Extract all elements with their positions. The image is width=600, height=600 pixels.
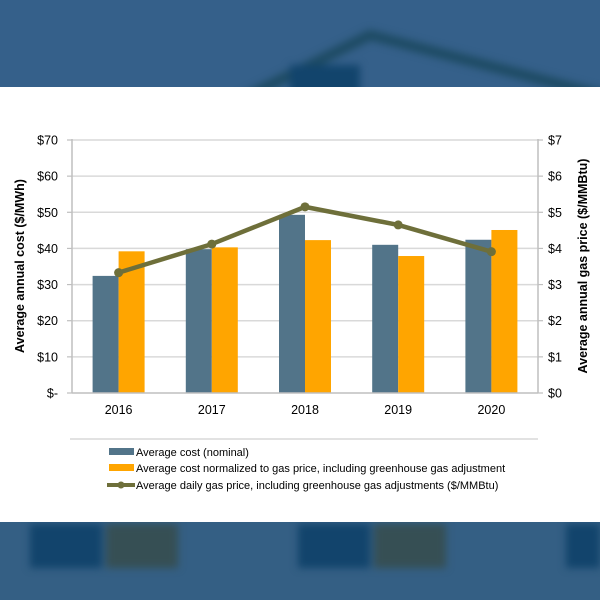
left-tick-label: $10 (37, 350, 58, 364)
bar-nominal (465, 239, 492, 393)
bar-normalized (211, 247, 238, 393)
left-tick-label: $60 (37, 170, 58, 184)
gas-price-point (114, 268, 124, 278)
axes (71, 139, 539, 394)
bar-nominal (92, 275, 119, 393)
gas-price-line (114, 202, 496, 278)
bar-nominal (372, 244, 399, 393)
right-tick-label: $3 (548, 278, 562, 292)
left-tick-label: $70 (37, 134, 58, 148)
right-tick-label: $0 (548, 387, 562, 401)
right-tick-label: $5 (548, 206, 562, 220)
blurred-background-top (0, 0, 600, 87)
bar-normalized (491, 229, 518, 393)
gas-price-point (393, 220, 403, 230)
bar-nominal (279, 214, 305, 393)
x-tick-label: 2019 (384, 403, 412, 417)
x-tick-label: 2017 (198, 403, 226, 417)
legend-swatch-gas-marker (117, 481, 125, 489)
left-axis-label: Average annual cost ($/MWh) (13, 179, 27, 353)
gas-price-point (300, 202, 310, 212)
right-tick-label: $6 (548, 170, 562, 184)
x-tick-label: 2018 (291, 403, 319, 417)
left-tick-label: $50 (37, 206, 58, 220)
legend: Average cost (nominal) Average cost norm… (107, 447, 505, 492)
legend-label-normalized: Average cost normalized to gas price, in… (136, 463, 505, 475)
legend-label-gas-price: Average daily gas price, including green… (136, 480, 498, 492)
bars (92, 214, 518, 393)
roof-shape (254, 29, 590, 87)
legend-item-gas-price: Average daily gas price, including green… (107, 480, 498, 492)
bar-normalized (118, 251, 145, 393)
right-tick-label: $7 (548, 134, 562, 148)
window-shapes (30, 524, 600, 568)
left-tick-label: $30 (37, 278, 58, 292)
right-axis-label: Average annual gas price ($/MMBtu) (576, 159, 590, 374)
gas-price-point (486, 247, 496, 257)
legend-item-nominal: Average cost (nominal) (109, 447, 249, 459)
legend-label-nominal: Average cost (nominal) (136, 447, 249, 459)
left-axis-ticks: $- $10 $20 $30 $40 $50 $60 $70 (37, 134, 58, 401)
bar-normalized (398, 256, 425, 393)
left-tick-label: $- (47, 387, 58, 401)
left-tick-label: $40 (37, 242, 58, 256)
x-tick-label: 2020 (477, 403, 505, 417)
bar-nominal (185, 249, 212, 393)
right-tick-label: $2 (548, 314, 562, 328)
legend-item-normalized: Average cost normalized to gas price, in… (109, 463, 505, 475)
x-axis-ticks: 2016 2017 2018 2019 2020 (105, 403, 506, 417)
gas-price-point (207, 239, 217, 249)
legend-swatch-nominal (109, 448, 134, 455)
right-tick-label: $1 (548, 350, 562, 364)
x-tick-label: 2016 (105, 403, 133, 417)
blurred-background-bottom (0, 522, 600, 600)
legend-swatch-normalized (109, 464, 134, 471)
left-tick-label: $20 (37, 314, 58, 328)
right-tick-label: $4 (548, 242, 562, 256)
right-axis-ticks: $0 $1 $2 $3 $4 $5 $6 $7 (548, 134, 562, 401)
bar-normalized (305, 240, 331, 393)
